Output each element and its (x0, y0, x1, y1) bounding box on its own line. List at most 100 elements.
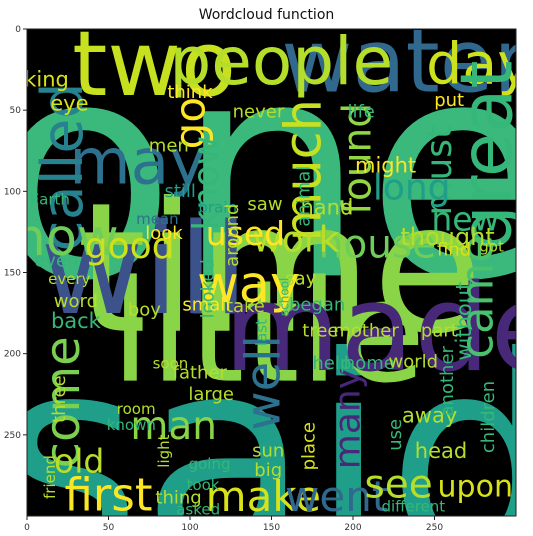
word-day: day (426, 32, 531, 98)
word-upon: upon (438, 469, 513, 504)
word-see: see (364, 463, 432, 508)
y-tick-label: 200 (4, 350, 21, 360)
word-home: home (344, 353, 395, 374)
word-put: put (434, 90, 464, 111)
x-tick-label: 100 (181, 523, 198, 533)
word-part: part (421, 320, 458, 341)
word-earth: Earth (30, 190, 70, 208)
word-children: children (478, 381, 499, 453)
word-different: different (381, 497, 445, 515)
y-tick-label: 0 (15, 25, 21, 35)
word-said: said (0, 299, 533, 536)
word-got: got (479, 238, 504, 256)
word-men: men (149, 135, 189, 156)
word-three: three (49, 375, 70, 423)
word-used: used (206, 214, 285, 253)
word-must: must (419, 125, 460, 216)
word-look: look (145, 223, 183, 244)
y-tick-label: 100 (4, 187, 21, 197)
axes: 0 50 100 150 200 250 0 50 100 150 200 250 (4, 25, 444, 533)
word-away: away (402, 403, 457, 427)
word-school: school (278, 278, 292, 316)
word-world: world (389, 351, 439, 372)
word-boy: boy (128, 299, 161, 320)
word-find: find (437, 239, 471, 260)
word-two: two (72, 12, 236, 117)
word-head: head (415, 439, 467, 463)
word-go: go (166, 97, 215, 149)
word-might: might (355, 153, 416, 177)
word-eye: eye (50, 92, 88, 116)
word-thought: thought (400, 223, 494, 251)
word-use: use (385, 419, 406, 451)
word-king: king (24, 67, 69, 91)
word-will: will (40, 196, 248, 343)
word-good: good (85, 226, 175, 267)
x-tick-label: 50 (103, 523, 115, 533)
word-even: even (34, 251, 78, 272)
word-going: going (189, 455, 231, 473)
word-father: father (173, 363, 228, 384)
word-make: make (206, 472, 321, 521)
word-sun: sun (252, 441, 284, 462)
word-still: still (164, 181, 195, 202)
word-without: without (452, 282, 476, 361)
word-way: way (197, 256, 300, 315)
word-small: small (182, 294, 230, 315)
word-help: help (312, 353, 351, 374)
word-water: water (281, 10, 529, 112)
word-brain: brain (198, 199, 237, 217)
word-many: many (328, 368, 369, 469)
x-tick-label: 150 (263, 523, 280, 533)
word-known: known (107, 416, 156, 434)
word-big: big (254, 460, 282, 481)
y-tick-label: 150 (4, 269, 21, 279)
word-took: took (187, 476, 220, 494)
word-found: found (335, 103, 380, 215)
word-never: never (233, 101, 285, 122)
word-friend: friend (41, 455, 59, 499)
word-last: last (253, 319, 271, 346)
word-man: man (130, 404, 217, 449)
word-now: now (13, 209, 118, 268)
word-house: house (319, 222, 437, 267)
word-work: work (252, 220, 339, 261)
word-came: came (450, 235, 503, 359)
word-tree: tree (302, 320, 338, 341)
word-place: place (298, 422, 319, 470)
word-great: great (445, 60, 529, 250)
word-around: around (222, 204, 243, 267)
x-tick-label: 200 (344, 523, 361, 533)
word-mean: mean (136, 210, 179, 228)
word-take: take (226, 296, 265, 317)
word-every: every (48, 270, 91, 288)
word-life: life (347, 101, 374, 122)
word-light: light (155, 434, 173, 467)
word-animal: animal (294, 166, 315, 227)
y-tick-label: 250 (4, 431, 21, 441)
x-tick-label: 0 (24, 523, 30, 533)
word-soon: soon (153, 354, 189, 372)
word-another: another (437, 345, 458, 416)
word-one: one (27, 29, 516, 346)
chart-title: Wordcloud function (198, 7, 335, 23)
y-tick-label: 50 (10, 106, 22, 116)
word-come: come (35, 336, 91, 468)
word-old: old (54, 441, 104, 480)
word-thing: thing (155, 488, 201, 509)
word-word: word (54, 291, 98, 312)
word-new: new (431, 199, 499, 238)
x-tick-label: 250 (426, 523, 443, 533)
word-mother: mother (333, 320, 399, 341)
word-large: large (188, 384, 234, 405)
word-hand: hand (301, 196, 354, 220)
word-room: room (117, 400, 156, 418)
word-looked: looked (197, 259, 218, 318)
word-asked: asked (176, 501, 220, 519)
word-people: people (169, 23, 393, 100)
word-know: know (186, 136, 227, 231)
word-may: may (69, 126, 206, 199)
